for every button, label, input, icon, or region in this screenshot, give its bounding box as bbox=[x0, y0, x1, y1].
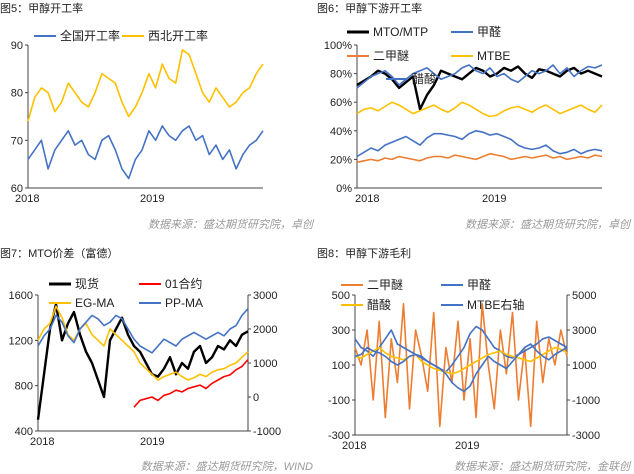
series-line bbox=[37, 305, 249, 381]
y-tick-label: 60 bbox=[11, 183, 23, 195]
y-tick-label: -300 bbox=[328, 430, 350, 442]
y-right-tick-label: 2000 bbox=[253, 324, 277, 336]
x-tick-label: 2019 bbox=[140, 436, 164, 448]
series-line bbox=[356, 130, 603, 158]
legend-label: 醋酸 bbox=[367, 297, 391, 312]
y-tick-label: -100 bbox=[328, 395, 350, 407]
x-tick-label: 2019 bbox=[140, 193, 164, 205]
chart-title: 图8：甲醇下游毛利 bbox=[317, 248, 412, 260]
chart-panel-1: 图5：甲醇开工率 60 70 80 90 2018 2019 全国开工率 西北开工率 数据来源… bbox=[0, 0, 317, 237]
legend-label: 西北开工率 bbox=[148, 28, 208, 43]
series-line bbox=[354, 325, 568, 373]
chart-panel-2: 图6：甲醇下游开工率 0% 20% 40% 60% 80% 100% 2018 2019 MTO… bbox=[317, 0, 634, 237]
legend-label: 全国开工率 bbox=[60, 28, 120, 43]
y-tick-label: 400 bbox=[15, 426, 33, 438]
legend-label: 二甲醚 bbox=[367, 278, 403, 292]
y-tick-label: 300 bbox=[332, 325, 350, 337]
source-note: 数据来源：盛达期货研究院，卓创 bbox=[465, 219, 630, 231]
y-tick-label: 100% bbox=[324, 40, 352, 52]
source-note: 数据来源：盛达期货研究院，卓创 bbox=[148, 219, 313, 231]
y-tick-label: 90 bbox=[11, 40, 23, 52]
series-line bbox=[356, 64, 603, 89]
series-line bbox=[356, 152, 603, 164]
legend-label: 甲醛 bbox=[467, 277, 491, 292]
legend-label: 甲醛 bbox=[477, 24, 501, 39]
legend-label: MTBE bbox=[477, 49, 510, 63]
chart-title: 图7：MTO价差（富德） bbox=[0, 248, 119, 260]
x-tick-label: 2018 bbox=[355, 193, 379, 205]
y-tick-label: 100 bbox=[332, 360, 350, 372]
series-line bbox=[36, 302, 249, 420]
y-right-tick-label: -1000 bbox=[253, 426, 281, 438]
legend-label: 现货 bbox=[75, 276, 99, 291]
y-tick-label: 60% bbox=[330, 97, 352, 109]
y-tick-label: 40% bbox=[330, 126, 352, 138]
series-line bbox=[354, 346, 568, 375]
series-line bbox=[354, 303, 568, 428]
legend-label: 醋酸 bbox=[412, 71, 436, 86]
x-tick-label: 2018 bbox=[342, 440, 366, 452]
chart-title: 图6：甲醇下游开工率 bbox=[317, 3, 423, 15]
chart-plot: -300 -100 100 300 500 -3000 -1000 1000 3000 5000 2… bbox=[328, 277, 600, 452]
x-tick-label: 2018 bbox=[30, 436, 54, 448]
series-line bbox=[37, 308, 249, 354]
y-right-tick-label: 1000 bbox=[253, 358, 277, 370]
y-tick-label: 20% bbox=[330, 154, 352, 166]
chart-title: 图5：甲醇开工率 bbox=[0, 3, 84, 15]
chart-panel-4: 图8：甲醇下游毛利 -300 -100 100 300 500 -3000 -1000 100… bbox=[317, 245, 634, 474]
y-right-tick-label: 3000 bbox=[572, 325, 596, 337]
y-right-tick-label: 3000 bbox=[253, 290, 277, 302]
legend-label: 二甲醚 bbox=[373, 49, 409, 63]
series-line bbox=[133, 359, 249, 408]
y-right-tick-label: -3000 bbox=[572, 430, 600, 442]
y-tick-label: 1200 bbox=[9, 335, 33, 347]
y-tick-label: 500 bbox=[332, 290, 350, 302]
series-line bbox=[356, 65, 603, 111]
chart-plot: 60 70 80 90 2018 2019 全国开工率 西北开工率 bbox=[11, 28, 264, 205]
series-line bbox=[356, 101, 603, 118]
y-right-tick-label: 1000 bbox=[572, 360, 596, 372]
y-right-tick-label: -1000 bbox=[572, 395, 600, 407]
y-tick-label: 80 bbox=[11, 88, 23, 100]
legend-label: MTO/MTP bbox=[373, 25, 428, 39]
y-right-tick-label: 0 bbox=[253, 392, 259, 404]
y-tick-label: 1600 bbox=[9, 290, 33, 302]
legend-label: EG-MA bbox=[75, 296, 114, 310]
chart-panel-3: 图7：MTO价差（富德） 400 800 1200 1600 -1000 0 1000 200… bbox=[0, 245, 317, 474]
source-note: 数据来源：盛达期货研究院，WIND bbox=[140, 461, 313, 473]
x-tick-label: 2018 bbox=[15, 193, 39, 205]
y-tick-label: 0% bbox=[336, 183, 352, 195]
y-tick-label: 800 bbox=[15, 381, 33, 393]
x-tick-label: 2019 bbox=[482, 193, 506, 205]
source-note: 数据来源：盛达期货研究院，金联创 bbox=[454, 461, 630, 473]
legend-label: MTBE右轴 bbox=[467, 297, 524, 312]
y-tick-label: 80% bbox=[330, 69, 352, 81]
y-tick-label: 70 bbox=[11, 135, 23, 147]
x-tick-label: 2019 bbox=[455, 440, 479, 452]
series-line bbox=[27, 49, 264, 122]
y-right-tick-label: 5000 bbox=[572, 290, 596, 302]
chart-plot: 400 800 1200 1600 -1000 0 1000 2000 3000 2018 2019… bbox=[9, 276, 282, 448]
legend-label: 01合约 bbox=[165, 276, 202, 291]
series-line bbox=[27, 125, 264, 180]
legend-label: PP-MA bbox=[165, 296, 203, 310]
series-line bbox=[354, 343, 568, 393]
